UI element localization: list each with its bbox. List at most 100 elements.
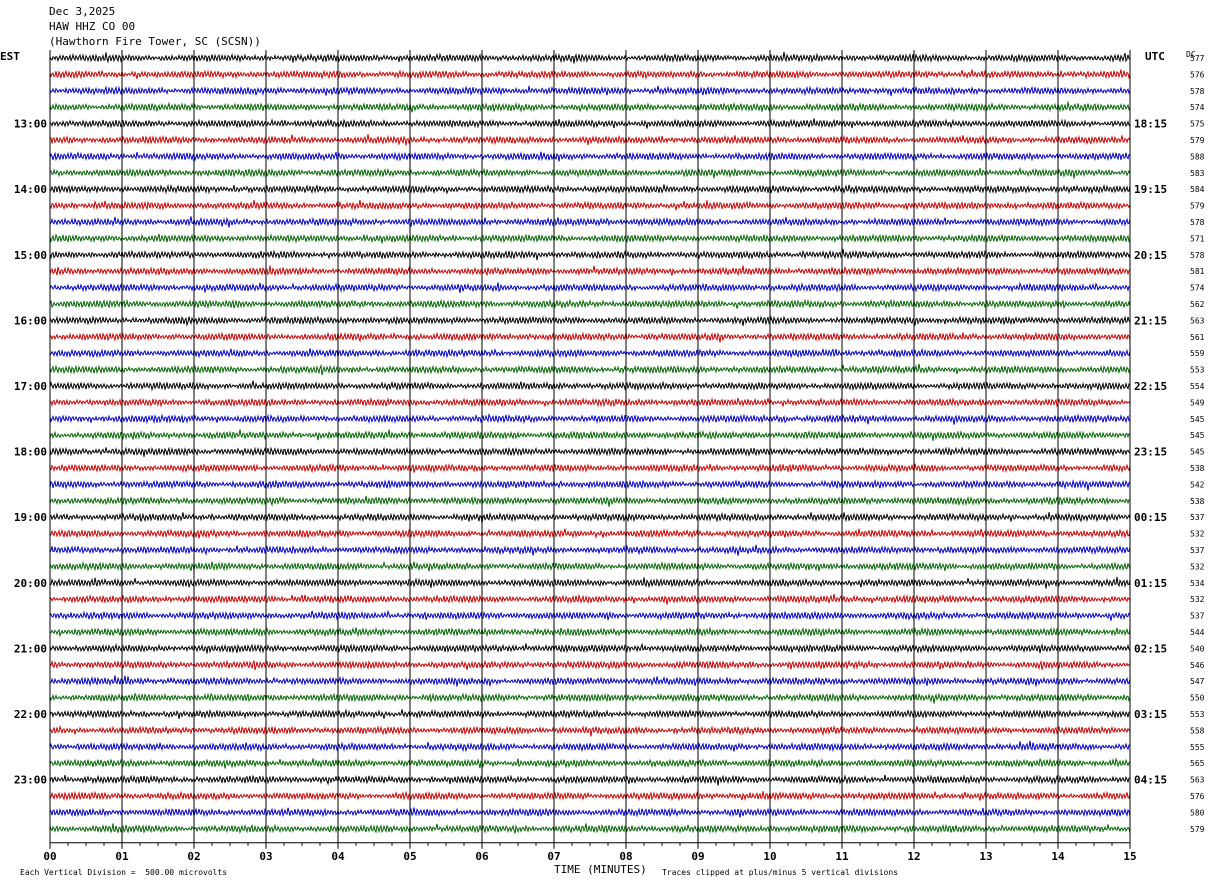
dc-offset-label: 577 (1190, 54, 1205, 63)
dc-offset-label: 578 (1190, 251, 1205, 260)
dc-offset-label: 547 (1190, 677, 1205, 686)
trace-line-13 (49, 265, 1131, 277)
dc-offset-label: 563 (1190, 776, 1205, 785)
dc-offset-label: 575 (1190, 120, 1205, 129)
dc-offset-label: 576 (1190, 70, 1205, 79)
trace-line-36 (49, 642, 1131, 654)
x-tick-label: 11 (835, 850, 849, 863)
dc-offset-label: 561 (1190, 333, 1205, 342)
dc-offset-label: 554 (1190, 382, 1205, 391)
right-hour-label: 22:15 (1134, 380, 1167, 393)
dc-offset-label: 538 (1190, 497, 1205, 506)
trace-line-40 (49, 708, 1131, 720)
dc-offset-label: 576 (1190, 792, 1205, 801)
x-tick-label: 02 (187, 850, 200, 863)
dc-offset-label: 588 (1190, 152, 1205, 161)
dc-offset-label: 537 (1190, 612, 1205, 621)
trace-line-5 (49, 134, 1131, 146)
trace-line-18 (49, 347, 1131, 359)
dc-offset-label: 580 (1190, 808, 1205, 817)
trace-line-38 (49, 675, 1131, 687)
dc-offset-label: 578 (1190, 87, 1205, 96)
trace-line-0 (49, 51, 1131, 64)
trace-line-21 (49, 397, 1131, 408)
trace-line-8 (49, 183, 1131, 195)
trace-line-16 (49, 315, 1131, 327)
trace-line-46 (49, 807, 1131, 818)
dc-offset-label: 563 (1190, 316, 1205, 325)
trace-line-9 (49, 199, 1131, 211)
x-tick-label: 04 (331, 850, 345, 863)
trace-line-47 (49, 823, 1131, 835)
trace-line-39 (49, 692, 1131, 704)
dc-offset-label: 537 (1190, 546, 1205, 555)
x-tick-label: 06 (475, 850, 489, 863)
right-hour-label: 01:15 (1134, 577, 1167, 590)
trace-line-1 (49, 69, 1131, 80)
dc-offset-label: 553 (1190, 366, 1205, 375)
trace-line-43 (49, 757, 1131, 769)
left-hour-label: 21:00 (14, 642, 47, 655)
dc-offset-label: 574 (1190, 103, 1205, 112)
left-hour-label: 15:00 (14, 249, 47, 262)
chart-date: Dec 3,2025 (49, 5, 116, 18)
dc-offset-label: 583 (1190, 169, 1205, 178)
scale-note: Each Vertical Division = 500.00 microvol… (20, 868, 228, 877)
trace-line-26 (49, 479, 1131, 491)
x-tick-label: 13 (979, 850, 992, 863)
trace-line-42 (49, 740, 1131, 753)
dc-offset-label: 579 (1190, 202, 1205, 211)
right-timezone-label: UTC (1145, 50, 1165, 63)
dc-offset-label: 579 (1190, 136, 1205, 145)
dc-header-label: DC (1186, 50, 1196, 59)
trace-line-45 (49, 790, 1131, 802)
dc-offset-label: 532 (1190, 595, 1205, 604)
clip-note: Traces clipped at plus/minus 5 vertical … (662, 868, 899, 877)
label-group: 577 576 578 574 575 579 588 583 584 579 578 571 578 5… (14, 54, 1205, 863)
dc-offset-label: 537 (1190, 513, 1205, 522)
dc-offset-label: 581 (1190, 267, 1205, 276)
trace-line-30 (49, 544, 1131, 556)
x-tick-label: 09 (691, 850, 704, 863)
right-hour-label: 04:15 (1134, 774, 1167, 787)
dc-offset-label: 558 (1190, 726, 1205, 735)
dc-offset-label: 579 (1190, 825, 1205, 834)
left-hour-label: 22:00 (14, 708, 47, 721)
trace-line-41 (49, 724, 1131, 737)
trace-group (49, 51, 1131, 835)
dc-offset-label: 545 (1190, 415, 1205, 424)
left-hour-label: 14:00 (14, 183, 47, 196)
trace-line-44 (49, 774, 1131, 786)
trace-line-31 (49, 560, 1131, 572)
trace-line-34 (49, 609, 1131, 621)
trace-line-19 (49, 363, 1131, 376)
left-hour-label: 19:00 (14, 511, 47, 524)
trace-line-10 (49, 216, 1131, 228)
trace-line-25 (49, 462, 1131, 474)
dc-offset-label: 555 (1190, 743, 1205, 752)
x-tick-label: 10 (763, 850, 776, 863)
trace-line-6 (49, 151, 1131, 162)
dc-offset-label: 574 (1190, 284, 1205, 293)
dc-offset-label: 542 (1190, 480, 1205, 489)
right-hour-label: 03:15 (1134, 708, 1167, 721)
trace-line-29 (49, 528, 1131, 540)
dc-offset-label: 534 (1190, 579, 1205, 588)
right-hour-label: 20:15 (1134, 249, 1167, 262)
dc-offset-label: 565 (1190, 759, 1205, 768)
dc-offset-label: 540 (1190, 644, 1205, 653)
left-hour-label: 17:00 (14, 380, 47, 393)
trace-line-35 (49, 626, 1131, 638)
left-hour-label: 18:00 (14, 446, 47, 459)
x-tick-label: 08 (619, 850, 632, 863)
trace-line-11 (49, 233, 1131, 244)
dc-offset-label: 571 (1190, 234, 1205, 243)
x-axis-label: TIME (MINUTES) (554, 863, 647, 876)
dc-offset-label: 553 (1190, 710, 1205, 719)
trace-line-27 (49, 495, 1131, 507)
dc-offset-label: 584 (1190, 185, 1205, 194)
dc-offset-label: 550 (1190, 694, 1205, 703)
dc-offset-label: 578 (1190, 218, 1205, 227)
dc-offset-label: 538 (1190, 464, 1205, 473)
